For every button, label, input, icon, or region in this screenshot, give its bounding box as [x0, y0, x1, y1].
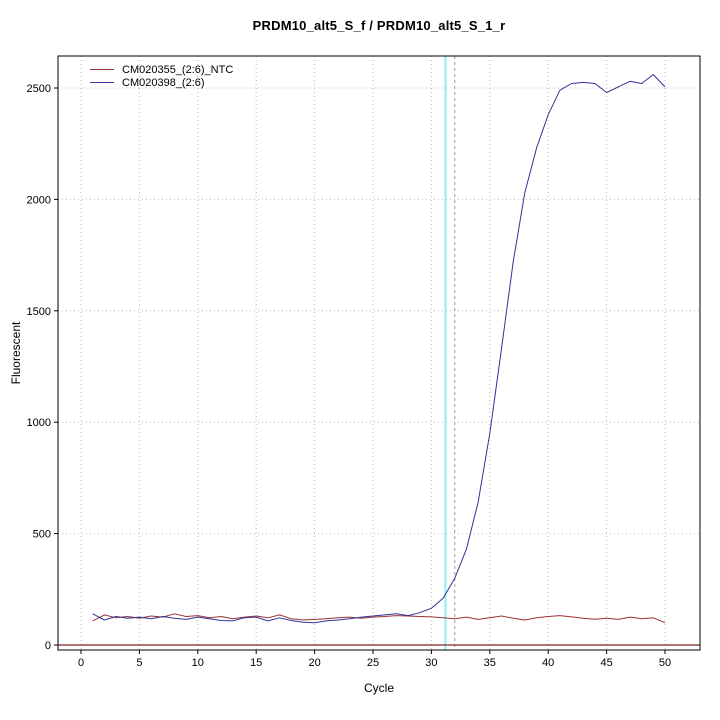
- x-tick-label: 45: [600, 657, 612, 669]
- y-tick-label: 500: [33, 529, 51, 541]
- x-tick-label: 10: [192, 657, 204, 669]
- series-CM020398_(2:6): [92, 74, 666, 624]
- y-tick-label: 1500: [27, 306, 51, 318]
- x-tick-label: 30: [425, 657, 437, 669]
- x-tick-label: 15: [250, 657, 262, 669]
- x-tick-label: 20: [308, 657, 320, 669]
- x-tick-label: 35: [484, 657, 496, 669]
- y-tick-label: 2500: [27, 83, 51, 95]
- x-tick-label: 5: [136, 657, 142, 669]
- x-tick-label: 0: [78, 657, 84, 669]
- y-tick-label: 2000: [27, 194, 51, 206]
- x-tick-label: 50: [659, 657, 671, 669]
- series-CM020355_(2:6)_NTC: [92, 613, 666, 624]
- y-tick-label: 0: [45, 640, 51, 652]
- y-tick-label: 1000: [27, 417, 51, 429]
- x-tick-label: 40: [542, 657, 554, 669]
- x-tick-label: 25: [367, 657, 379, 669]
- plot-border: [57, 55, 701, 651]
